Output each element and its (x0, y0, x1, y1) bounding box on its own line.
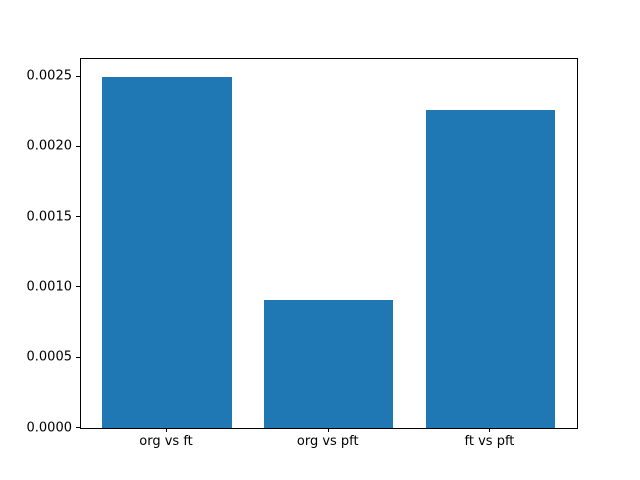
y-tick-label: 0.0020 (26, 138, 73, 154)
y-tick-mark (76, 145, 80, 147)
y-tick-mark (76, 75, 80, 77)
x-tick-mark (489, 428, 491, 432)
bar-ft-vs-pft (425, 110, 556, 428)
y-tick-label: 0.0015 (26, 209, 73, 225)
y-tick-mark (76, 356, 80, 358)
y-tick-label: 0.0005 (26, 349, 73, 365)
y-tick-mark (76, 216, 80, 218)
y-tick-mark (76, 286, 80, 288)
y-tick-label: 0.0010 (26, 279, 73, 295)
x-tick-label: ft vs pft (464, 434, 515, 449)
plot-area (80, 58, 578, 429)
bar-org-vs-pft (264, 300, 394, 428)
x-tick-mark (327, 428, 329, 432)
y-tick-label: 0.0000 (26, 420, 73, 435)
y-tick-mark (76, 427, 80, 428)
y-tick-label: 0.0025 (26, 68, 73, 84)
bar-org-vs-ft (102, 76, 232, 428)
x-tick-mark (166, 428, 168, 432)
x-tick-label: org vs pft (296, 434, 359, 449)
x-tick-label: org vs ft (139, 434, 193, 449)
